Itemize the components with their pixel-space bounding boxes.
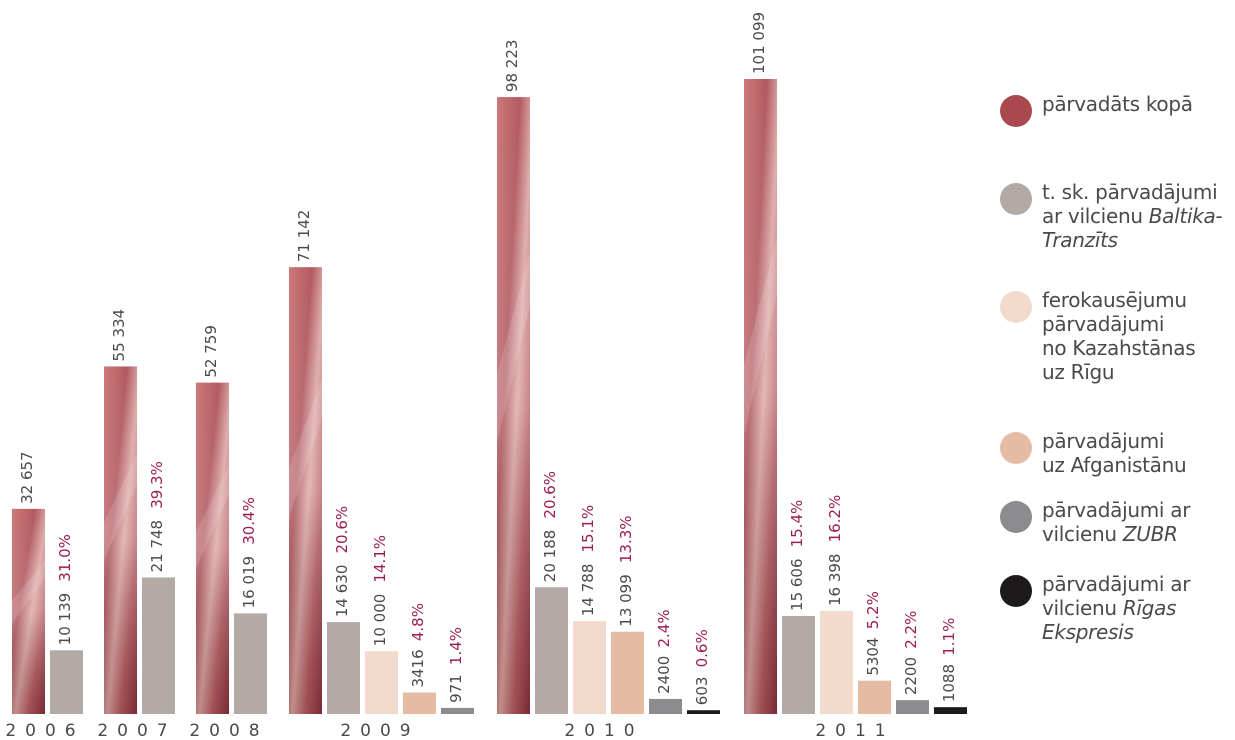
bar-sheen-2010 bbox=[497, 97, 530, 714]
bar-2010-baltika bbox=[535, 587, 568, 714]
legend-label-zubr: pārvadājumi ar vilcienu ZUBR bbox=[1042, 498, 1191, 546]
value-label-2011-afgan: 5304 bbox=[864, 637, 882, 675]
bar-sheen-2008 bbox=[196, 382, 229, 714]
bar-2007-baltika bbox=[142, 577, 175, 714]
pct-label-2010-ferro: 15.1% bbox=[579, 505, 597, 553]
pct-label-2009-zubr: 1.4% bbox=[447, 627, 465, 665]
value-label-2010-total: 98 223 bbox=[503, 40, 521, 93]
pct-label-2006-baltika: 31.0% bbox=[56, 534, 74, 582]
value-label-2009-afgan: 3416 bbox=[409, 649, 427, 687]
pct-label-2009-baltika: 20.6% bbox=[333, 506, 351, 554]
pct-label-2011-riga: 1.1% bbox=[940, 618, 958, 656]
bar-sheen-2009 bbox=[289, 267, 322, 714]
pct-label-2008-baltika: 30.4% bbox=[240, 497, 258, 545]
legend-swatch-zubr bbox=[1000, 501, 1032, 533]
legend-swatch-afgan bbox=[1000, 432, 1032, 464]
bar-sheen-2011 bbox=[744, 79, 777, 714]
year-label-2006: 2006 bbox=[5, 721, 84, 740]
pct-label-2009-ferro: 14.1% bbox=[371, 535, 389, 583]
pct-label-2010-baltika: 20.6% bbox=[541, 471, 559, 519]
value-label-2010-ferro: 14 788 bbox=[579, 564, 597, 617]
bar-2011-zubr bbox=[896, 700, 929, 714]
value-label-2009-baltika: 14 630 bbox=[333, 565, 351, 618]
year-label-2010: 2010 bbox=[564, 721, 643, 740]
bar-texture-2007 bbox=[104, 453, 137, 562]
legend-item-ferro: ferokausējumu pārvadājumi no Kazahstānas uz… bbox=[1000, 288, 1196, 384]
legend-label-riga: pārvadājumi ar vilcienu Rīgas Ekspresis bbox=[1042, 572, 1191, 644]
year-label-2009: 2009 bbox=[340, 721, 419, 740]
year-label-2007: 2007 bbox=[97, 721, 176, 740]
bar-sheen-2007 bbox=[104, 366, 137, 714]
legend-label-total: pārvadāts kopā bbox=[1042, 92, 1193, 116]
bar-2010-ferro bbox=[573, 621, 606, 714]
legend-swatch-riga bbox=[1000, 575, 1032, 607]
bar-2009-afgan bbox=[403, 692, 436, 714]
bar-sheen-2006 bbox=[12, 508, 45, 714]
bar-texture-2010 bbox=[497, 251, 530, 443]
pct-label-2010-afgan: 13.3% bbox=[617, 515, 635, 563]
bar-2006-baltika bbox=[50, 650, 83, 714]
value-label-2009-zubr: 971 bbox=[447, 674, 465, 703]
pct-label-2011-afgan: 5.2% bbox=[864, 591, 882, 629]
value-label-2010-riga: 603 bbox=[693, 677, 711, 706]
bar-2010-riga bbox=[687, 710, 720, 714]
legend-label-ferro: ferokausējumu pārvadājumi no Kazahstānas uz… bbox=[1042, 288, 1196, 384]
bar-texture-2006 bbox=[12, 560, 45, 624]
value-label-2007-baltika: 21 748 bbox=[148, 520, 166, 573]
legend-label-baltika: t. sk. pārvadājumi ar vilcienu Baltika- Tr… bbox=[1042, 180, 1223, 252]
value-label-2009-ferro: 10 000 bbox=[371, 594, 389, 647]
year-label-2011: 2011 bbox=[815, 721, 894, 740]
bar-texture-2011 bbox=[744, 237, 777, 435]
pct-label-2011-zubr: 2.2% bbox=[902, 611, 920, 649]
bar-2011-riga bbox=[934, 707, 967, 714]
bar-2011-baltika bbox=[782, 615, 815, 714]
legend-label-afgan: pārvadājumi uz Afganistānu bbox=[1042, 429, 1187, 477]
value-label-2006-baltika: 10 139 bbox=[56, 593, 74, 646]
legend-item-baltika: t. sk. pārvadājumi ar vilcienu Baltika- Tr… bbox=[1000, 180, 1223, 252]
legend-swatch-total bbox=[1000, 95, 1032, 127]
bar-2011-ferro bbox=[820, 611, 853, 714]
value-label-2010-baltika: 20 188 bbox=[541, 530, 559, 583]
value-label-2009-total: 71 142 bbox=[295, 210, 313, 263]
bar-2009-zubr bbox=[441, 707, 474, 714]
legend-item-riga: pārvadājumi ar vilcienu Rīgas Ekspresis bbox=[1000, 572, 1190, 644]
pct-label-2011-ferro: 16.2% bbox=[826, 495, 844, 543]
value-label-2010-zubr: 2400 bbox=[655, 656, 673, 694]
legend-swatch-baltika bbox=[1000, 183, 1032, 215]
pct-label-2011-baltika: 15.4% bbox=[788, 500, 806, 548]
legend-item-total: pārvadāts kopā bbox=[1000, 92, 1193, 127]
bar-texture-2008 bbox=[196, 465, 229, 569]
value-label-2011-ferro: 16 398 bbox=[826, 554, 844, 607]
bar-2009-ferro bbox=[365, 651, 398, 714]
bar-2010-zubr bbox=[649, 698, 682, 714]
legend-item-zubr: pārvadājumi ar vilcienu ZUBR bbox=[1000, 498, 1190, 546]
value-label-2010-afgan: 13 099 bbox=[617, 574, 635, 627]
value-label-2011-riga: 1088 bbox=[940, 664, 958, 702]
bar-2010-afgan bbox=[611, 631, 644, 714]
legend-swatch-ferro bbox=[1000, 291, 1032, 323]
value-label-2011-baltika: 15 606 bbox=[788, 558, 806, 611]
value-label-2007-total: 55 334 bbox=[110, 309, 128, 362]
pct-label-2009-afgan: 4.8% bbox=[409, 603, 427, 641]
bar-texture-2009 bbox=[289, 378, 322, 518]
year-label-2008: 2008 bbox=[189, 721, 268, 740]
pct-label-2010-zubr: 2.4% bbox=[655, 609, 673, 647]
bar-2008-baltika bbox=[234, 613, 267, 714]
pct-label-2010-riga: 0.6% bbox=[693, 629, 711, 667]
legend-item-afgan: pārvadājumi uz Afganistānu bbox=[1000, 429, 1187, 477]
pct-label-2007-baltika: 39.3% bbox=[148, 461, 166, 509]
bar-2011-afgan bbox=[858, 680, 891, 714]
value-label-2006-total: 32 657 bbox=[18, 451, 36, 504]
value-label-2008-baltika: 16 019 bbox=[240, 556, 258, 609]
bar-2009-baltika bbox=[327, 622, 360, 714]
value-label-2008-total: 52 759 bbox=[202, 325, 220, 378]
value-label-2011-zubr: 2200 bbox=[902, 657, 920, 695]
value-label-2011-total: 101 099 bbox=[750, 12, 768, 74]
